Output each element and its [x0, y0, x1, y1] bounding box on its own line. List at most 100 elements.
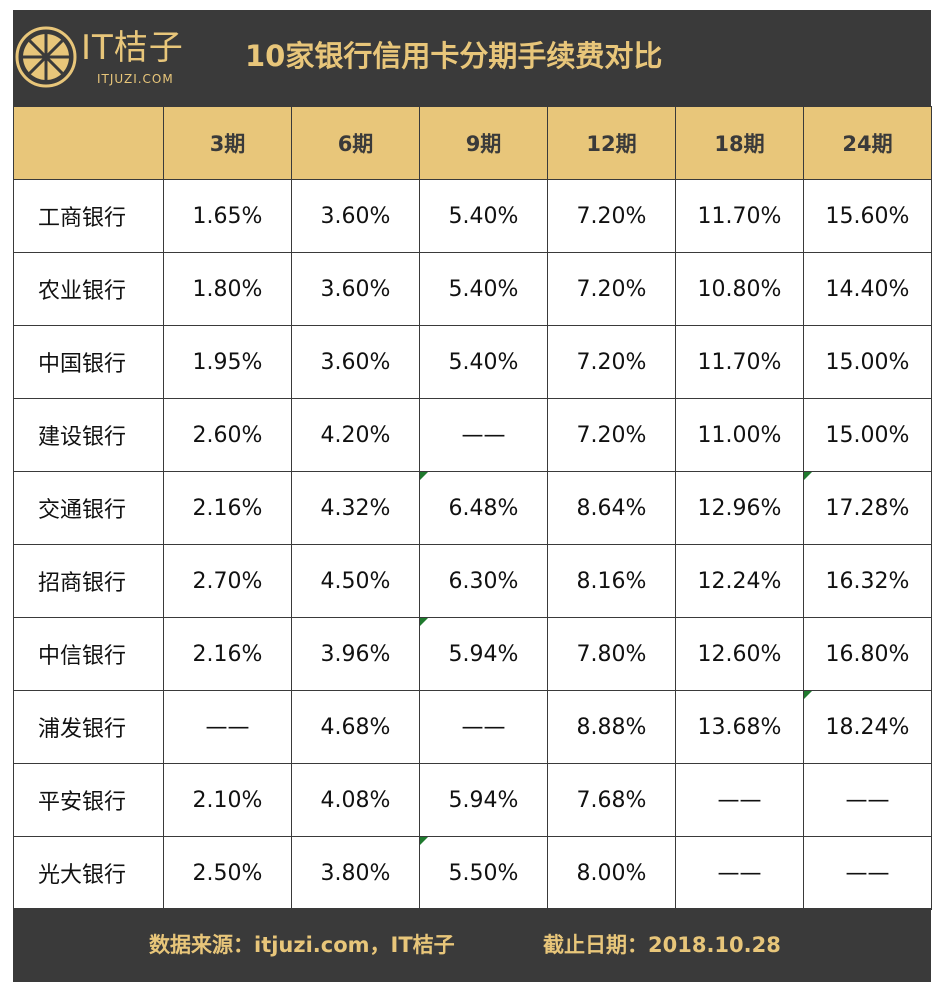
fee-cell: 1.95%: [163, 325, 292, 399]
fee-cell: 2.16%: [163, 617, 292, 691]
fee-cell: 11.70%: [675, 179, 804, 253]
table-row: 工商银行 1.65% 3.60% 5.40% 7.20% 11.70% 15.60%: [13, 179, 932, 253]
cell-marker-icon: [420, 618, 428, 626]
fee-cell: ——: [675, 836, 804, 910]
column-header: 9期: [419, 106, 548, 180]
table-row: 农业银行 1.80% 3.60% 5.40% 7.20% 10.80% 14.40%: [13, 252, 932, 326]
header-bar: IT桔子 ITJUZI.COM 10家银行信用卡分期手续费对比: [13, 10, 931, 106]
fee-cell: 3.96%: [291, 617, 420, 691]
fee-cell: 4.32%: [291, 471, 420, 545]
table-body: 工商银行 1.65% 3.60% 5.40% 7.20% 11.70% 15.60% 农业银行…: [13, 179, 932, 910]
logo-text: IT桔子: [81, 28, 184, 68]
fee-cell: 8.16%: [547, 544, 676, 618]
fee-cell: 7.68%: [547, 763, 676, 837]
fee-cell: ——: [803, 836, 932, 910]
table-row: 平安银行 2.10% 4.08% 5.94% 7.68% —— ——: [13, 763, 932, 837]
fee-cell: 4.50%: [291, 544, 420, 618]
fee-cell: 4.20%: [291, 398, 420, 472]
bank-name-cell: 工商银行: [13, 179, 164, 253]
cell-marker-icon: [804, 472, 812, 480]
orange-slice-icon: [15, 26, 77, 88]
fee-cell: 5.40%: [419, 179, 548, 253]
fee-cell: 3.60%: [291, 179, 420, 253]
cell-marker-icon: [804, 691, 812, 699]
fee-cell: ——: [419, 690, 548, 764]
page-title: 10家银行信用卡分期手续费对比: [245, 39, 663, 73]
cell-marker-icon: [420, 472, 428, 480]
fee-cell: 15.00%: [803, 325, 932, 399]
fee-cell: 18.24%: [803, 690, 932, 764]
table-row: 交通银行 2.16% 4.32% 6.48% 8.64% 12.96% 17.28%: [13, 471, 932, 545]
column-header: 6期: [291, 106, 420, 180]
footer-source: 数据来源：itjuzi.com，IT桔子: [149, 933, 455, 957]
bank-name-cell: 农业银行: [13, 252, 164, 326]
fee-cell: 3.60%: [291, 325, 420, 399]
fee-cell: 7.20%: [547, 252, 676, 326]
fee-cell: 2.70%: [163, 544, 292, 618]
fee-cell: 1.65%: [163, 179, 292, 253]
fee-cell: 12.24%: [675, 544, 804, 618]
fee-cell: 14.40%: [803, 252, 932, 326]
fee-cell: 3.80%: [291, 836, 420, 910]
bank-name-cell: 平安银行: [13, 763, 164, 837]
fee-cell: 11.70%: [675, 325, 804, 399]
header-row: 3期 6期 9期 12期 18期 24期: [13, 106, 932, 180]
fee-cell: 5.40%: [419, 252, 548, 326]
fee-cell: 4.68%: [291, 690, 420, 764]
column-header: 12期: [547, 106, 676, 180]
fee-cell: 12.96%: [675, 471, 804, 545]
table-row: 招商银行 2.70% 4.50% 6.30% 8.16% 12.24% 16.32%: [13, 544, 932, 618]
fee-cell: 7.20%: [547, 398, 676, 472]
bank-name-cell: 浦发银行: [13, 690, 164, 764]
fee-cell: 2.16%: [163, 471, 292, 545]
fee-cell: 5.50%: [419, 836, 548, 910]
fee-cell: 7.20%: [547, 325, 676, 399]
fee-cell: 12.60%: [675, 617, 804, 691]
table-row: 浦发银行 —— 4.68% —— 8.88% 13.68% 18.24%: [13, 690, 932, 764]
fee-cell: 11.00%: [675, 398, 804, 472]
fee-cell: 8.00%: [547, 836, 676, 910]
fee-cell: ——: [419, 398, 548, 472]
table-row: 光大银行 2.50% 3.80% 5.50% 8.00% —— ——: [13, 836, 932, 910]
fee-cell: 5.94%: [419, 617, 548, 691]
fee-cell: 7.20%: [547, 179, 676, 253]
fee-cell: 7.80%: [547, 617, 676, 691]
fee-table: 3期 6期 9期 12期 18期 24期 工商银行 1.65% 3.60% 5.40% 7.20%…: [13, 106, 932, 910]
table-row: 建设银行 2.60% 4.20% —— 7.20% 11.00% 15.00%: [13, 398, 932, 472]
column-header: 3期: [163, 106, 292, 180]
fee-cell: 5.94%: [419, 763, 548, 837]
fee-cell: 16.32%: [803, 544, 932, 618]
fee-cell: 16.80%: [803, 617, 932, 691]
footer-date: 截止日期：2018.10.28: [543, 933, 781, 957]
table-row: 中信银行 2.16% 3.96% 5.94% 7.80% 12.60% 16.80%: [13, 617, 932, 691]
bank-name-cell: 中国银行: [13, 325, 164, 399]
fee-cell: 8.88%: [547, 690, 676, 764]
cell-marker-icon: [420, 837, 428, 845]
fee-cell: 6.48%: [419, 471, 548, 545]
fee-cell: 1.80%: [163, 252, 292, 326]
column-header: 24期: [803, 106, 932, 180]
fee-cell: 15.60%: [803, 179, 932, 253]
fee-cell: 6.30%: [419, 544, 548, 618]
fee-cell: 10.80%: [675, 252, 804, 326]
fee-cell: 5.40%: [419, 325, 548, 399]
fee-cell: ——: [675, 763, 804, 837]
fee-cell: 3.60%: [291, 252, 420, 326]
infographic-frame: IT桔子 ITJUZI.COM 10家银行信用卡分期手续费对比 3期 6期 9期 12…: [13, 10, 932, 982]
fee-cell: ——: [163, 690, 292, 764]
bank-name-cell: 招商银行: [13, 544, 164, 618]
bank-name-cell: 光大银行: [13, 836, 164, 910]
header-cell-corner: [13, 106, 164, 180]
bank-name-cell: 建设银行: [13, 398, 164, 472]
bank-name-cell: 交通银行: [13, 471, 164, 545]
footer-bar: 数据来源：itjuzi.com，IT桔子 截止日期：2018.10.28: [13, 908, 931, 982]
table-row: 中国银行 1.95% 3.60% 5.40% 7.20% 11.70% 15.00%: [13, 325, 932, 399]
fee-cell: ——: [803, 763, 932, 837]
logo-subtext: ITJUZI.COM: [97, 72, 174, 86]
fee-cell: 2.10%: [163, 763, 292, 837]
bank-name-cell: 中信银行: [13, 617, 164, 691]
fee-cell: 4.08%: [291, 763, 420, 837]
fee-cell: 2.50%: [163, 836, 292, 910]
fee-cell: 8.64%: [547, 471, 676, 545]
column-header: 18期: [675, 106, 804, 180]
